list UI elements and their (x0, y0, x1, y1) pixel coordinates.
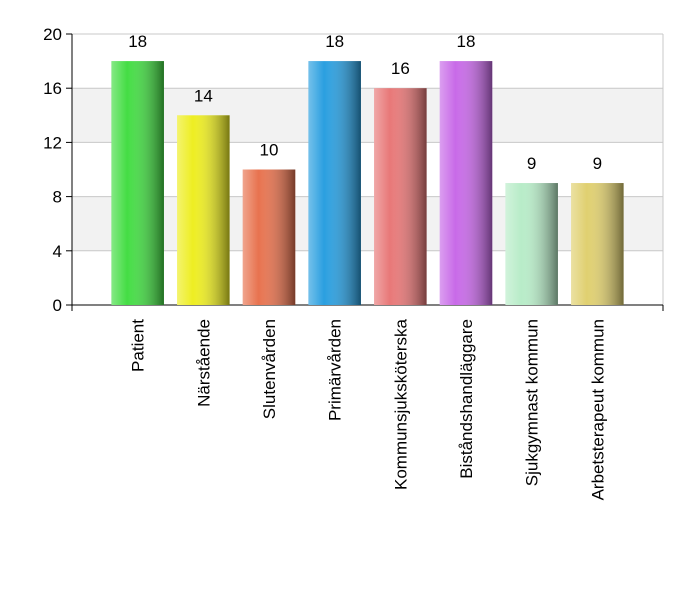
y-tick-label: 12 (43, 133, 62, 152)
y-tick-label: 8 (53, 188, 62, 207)
value-label: 9 (527, 154, 536, 173)
x-tick-label: Primärvården (326, 319, 345, 421)
x-tick-label: Arbetsterapeut kommun (588, 319, 607, 500)
value-label: 14 (194, 86, 213, 105)
y-tick-label: 16 (43, 79, 62, 98)
x-tick-label: Sjukgymnast kommun (523, 319, 542, 486)
x-tick-label: Kommunsjuksköterska (391, 318, 410, 490)
bar-shading (374, 88, 427, 305)
x-tick-label: Patient (129, 319, 148, 372)
y-tick-label: 0 (53, 296, 62, 315)
bar-shading (177, 115, 230, 305)
value-label: 18 (325, 32, 344, 51)
x-tick-label: Biståndshandläggare (457, 319, 476, 479)
y-tick-label: 20 (43, 25, 62, 44)
value-label: 18 (457, 32, 476, 51)
value-label: 9 (593, 154, 602, 173)
bar-shading (571, 183, 624, 305)
y-tick-label: 4 (53, 242, 62, 261)
bar-shading (308, 61, 361, 305)
value-label: 18 (128, 32, 147, 51)
x-tick-label: Närstående (194, 319, 213, 407)
bar-shading (439, 61, 493, 305)
bar-shading (242, 169, 296, 305)
bar-shading (505, 183, 558, 305)
grid-band (72, 88, 663, 143)
x-tick-label: Slutenvården (260, 319, 279, 419)
value-label: 10 (260, 141, 279, 160)
bar-shading (111, 61, 164, 305)
value-label: 16 (391, 59, 410, 78)
grid-band (72, 196, 663, 251)
